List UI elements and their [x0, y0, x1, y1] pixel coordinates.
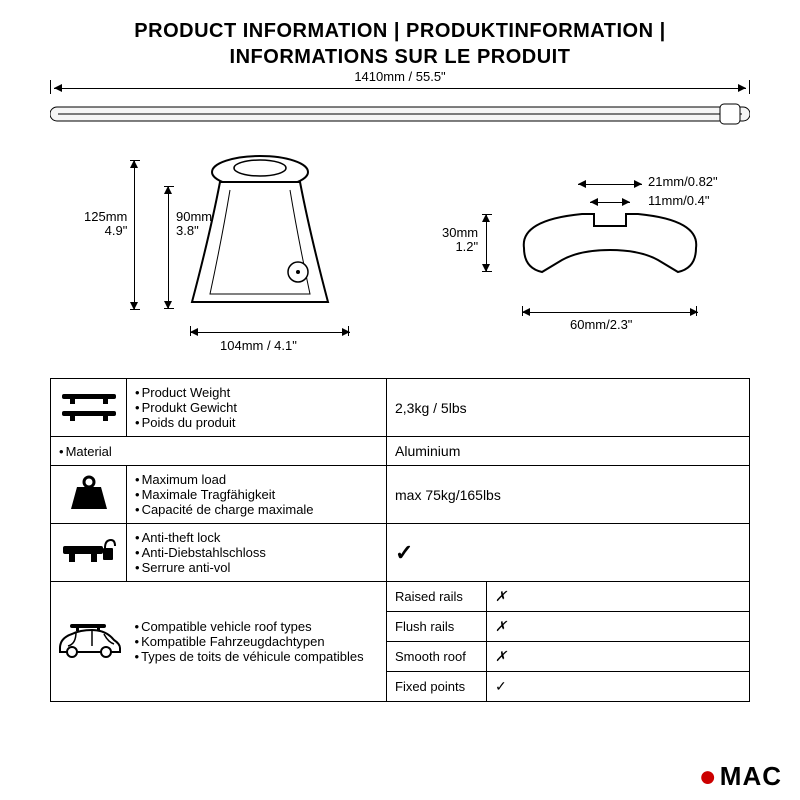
label-weight-de: Produkt Gewicht — [135, 400, 378, 415]
crossbar-pair-icon — [60, 389, 118, 423]
roof-mark-0: ✗ — [487, 582, 750, 612]
label-maxload-de: Maximale Tragfähigkeit — [135, 487, 378, 502]
title-line-2: INFORMATIONS SUR LE PRODUIT — [230, 46, 571, 68]
crossbar-illustration — [50, 102, 750, 126]
dim-foot-inner-height: 90mm3.8" — [176, 210, 212, 239]
label-lock-fr: Serrure anti-vol — [135, 560, 378, 575]
dim-overall-length: 1410mm / 55.5" — [354, 70, 445, 84]
label-weight-en: Product Weight — [135, 385, 378, 400]
label-lock-en: Anti-theft lock — [135, 530, 378, 545]
label-compat-fr: Types de toits de véhicule compatibles — [135, 649, 379, 664]
label-maxload-fr: Capacité de charge maximale — [135, 502, 378, 517]
roof-mark-2: ✗ — [487, 642, 750, 672]
roof-type-1: Flush rails — [387, 612, 487, 642]
value-material: Aluminium — [387, 437, 750, 466]
row-material: Material Aluminium — [51, 437, 750, 466]
row-compat-0: Compatible vehicle roof types Kompatible… — [51, 582, 750, 612]
row-weight: Product Weight Produkt Gewicht Poids du … — [51, 379, 750, 437]
dim-foot-width: 104mm / 4.1" — [220, 339, 297, 353]
title-line-1: PRODUCT INFORMATION | PRODUKTINFORMATION… — [134, 20, 665, 42]
dim-profile-slot: 21mm/0.82" — [648, 175, 718, 189]
value-lock: ✓ — [387, 524, 750, 582]
row-lock: Anti-theft lock Anti-Diebstahlschloss Se… — [51, 524, 750, 582]
label-material: Material — [59, 444, 378, 459]
value-maxload: max 75kg/165lbs — [387, 466, 750, 524]
roof-type-3: Fixed points — [387, 672, 487, 702]
page-title: PRODUCT INFORMATION | PRODUKTINFORMATION… — [0, 0, 800, 70]
specification-table: Product Weight Produkt Gewicht Poids du … — [50, 378, 750, 702]
roof-mark-1: ✗ — [487, 612, 750, 642]
profile-illustration — [510, 204, 710, 294]
dim-profile-slot2: 11mm/0.4" — [648, 194, 709, 208]
lock-icon — [61, 534, 117, 568]
roof-type-0: Raised rails — [387, 582, 487, 612]
brand-logo: ●MAC — [699, 761, 782, 792]
roof-mark-3: ✓ — [487, 672, 750, 702]
brand-text: MAC — [720, 761, 782, 792]
roof-type-2: Smooth roof — [387, 642, 487, 672]
label-compat-de: Kompatible Fahrzeugdachtypen — [135, 634, 379, 649]
dim-profile-height: 30mm1.2" — [442, 226, 478, 255]
dim-foot-height: 125mm4.9" — [84, 210, 127, 239]
row-maxload: Maximum load Maximale Tragfähigkeit Capa… — [51, 466, 750, 524]
dim-profile-width: 60mm/2.3" — [570, 318, 632, 332]
label-lock-de: Anti-Diebstahlschloss — [135, 545, 378, 560]
label-weight-fr: Poids du produit — [135, 415, 378, 430]
label-maxload-en: Maximum load — [135, 472, 378, 487]
label-compat-en: Compatible vehicle roof types — [135, 619, 379, 634]
weight-icon — [69, 475, 109, 511]
dimension-diagram: 1410mm / 55.5" 125mm4.9" 90mm3.8" 104mm … — [50, 74, 750, 374]
car-icon — [56, 622, 122, 658]
value-weight: 2,3kg / 5lbs — [387, 379, 750, 437]
